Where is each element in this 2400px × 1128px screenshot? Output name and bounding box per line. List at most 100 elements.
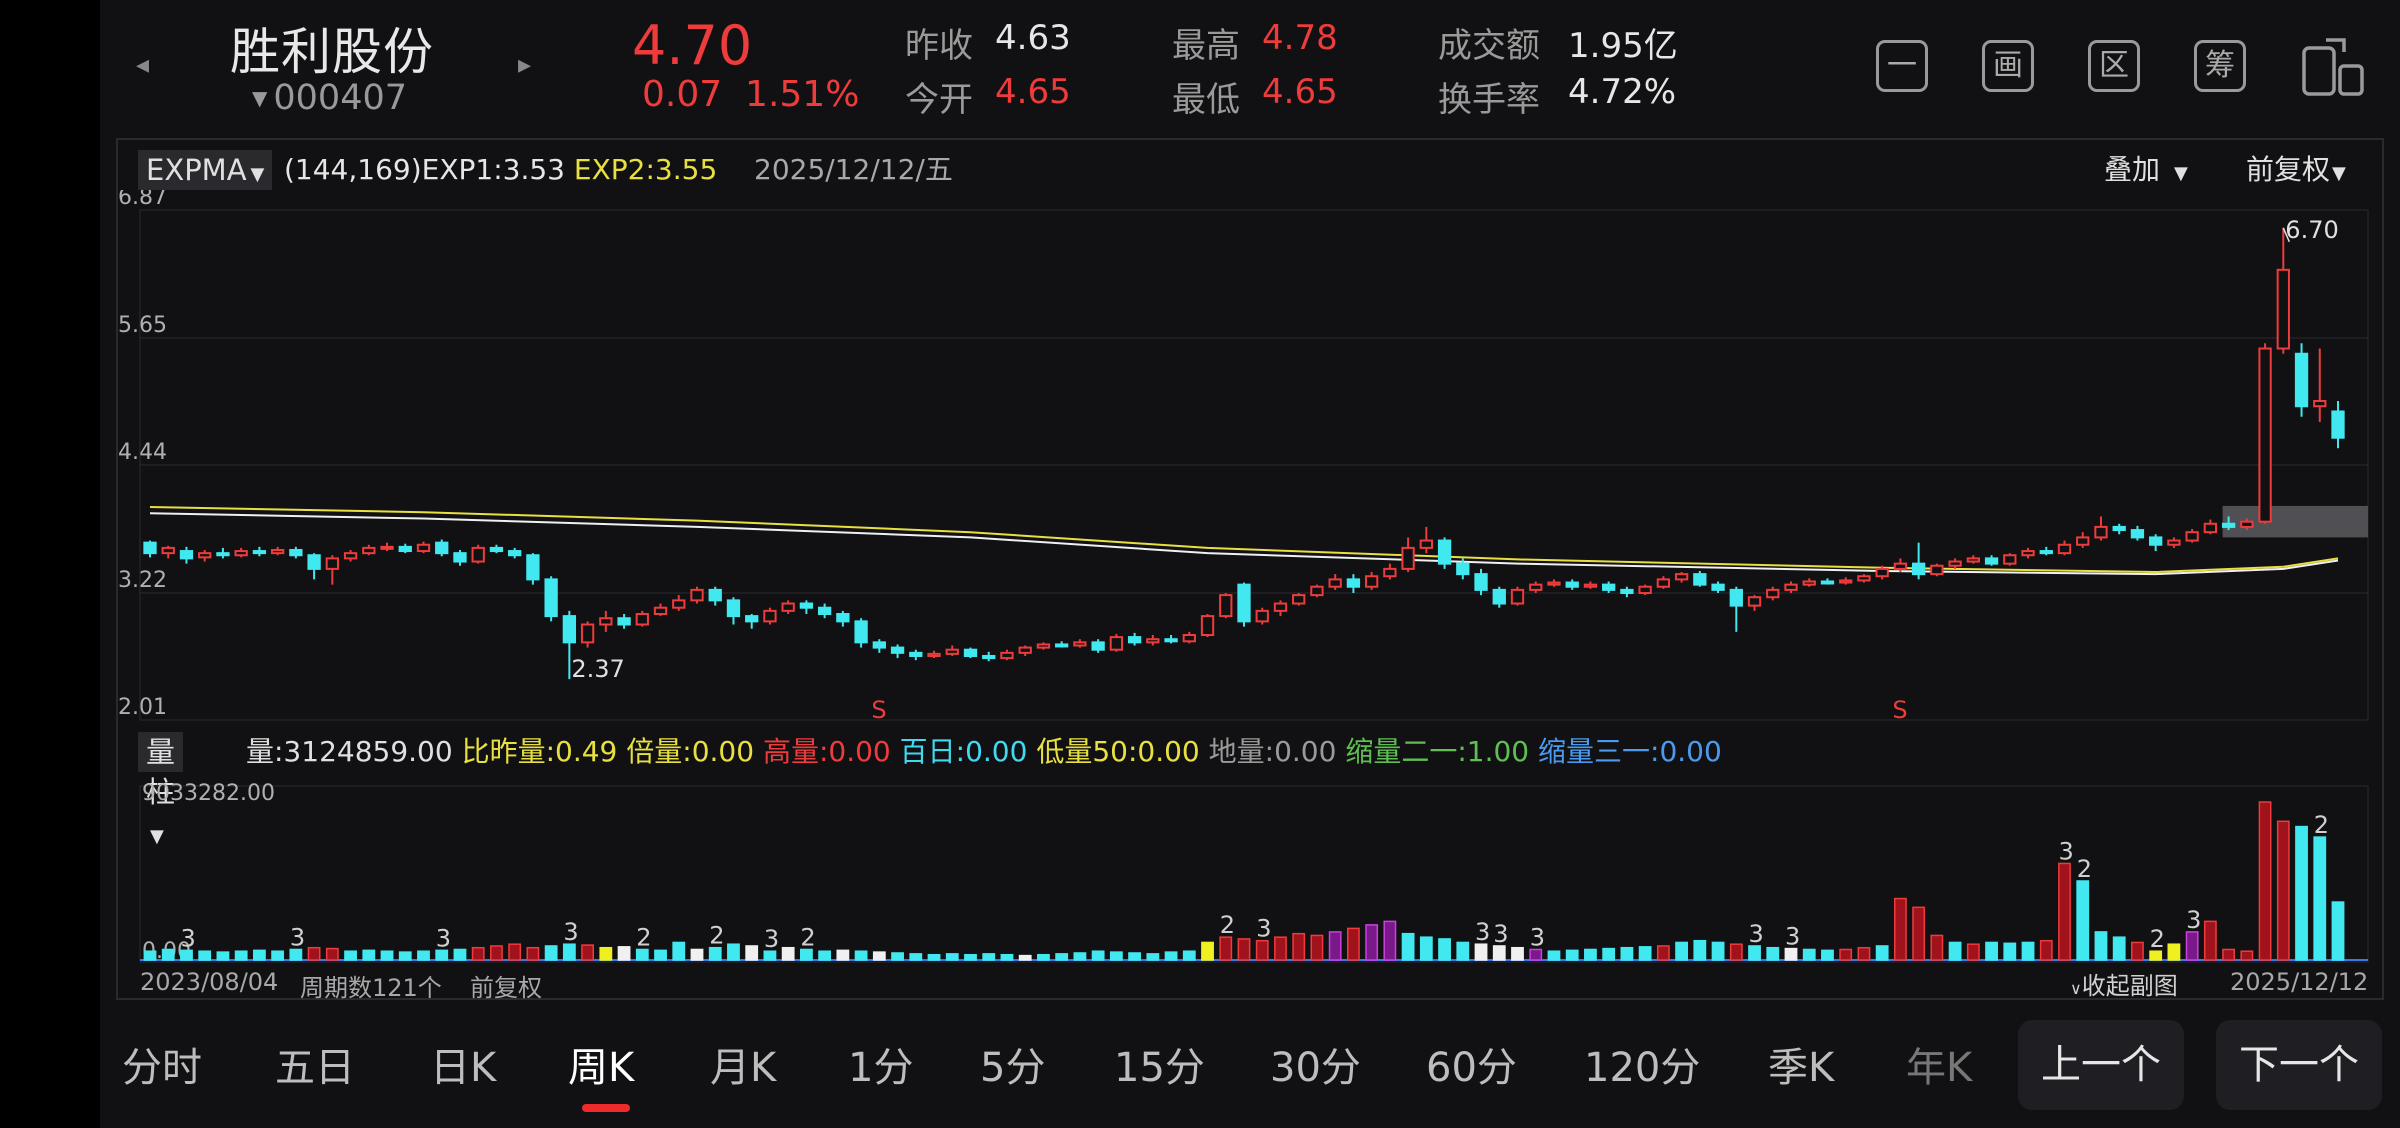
period-count: 周期数121个 [300, 974, 442, 1002]
sell-signal-marker: S [1892, 696, 1907, 724]
volume-bar [745, 945, 759, 961]
volume-bar [271, 950, 285, 961]
candle-body [1583, 583, 1598, 588]
candle-body [2203, 522, 2218, 534]
next-stock-arrow-icon[interactable]: ▸ [518, 50, 532, 80]
volume-bar [1766, 946, 1780, 961]
volume-bar [1711, 941, 1725, 961]
volume-bar [2112, 936, 2126, 961]
volume-bar [872, 951, 886, 961]
volume-bar [654, 949, 667, 961]
tab-15min[interactable]: 15分 [1114, 1045, 1205, 1091]
candle-body [890, 646, 905, 654]
volume-bar [325, 947, 339, 961]
tab-60min[interactable]: 60分 [1426, 1045, 1517, 1091]
volume-bar [1602, 947, 1616, 961]
candle-body [362, 546, 376, 555]
candle-body [1565, 581, 1579, 588]
tab-120min[interactable]: 120分 [1584, 1045, 1701, 1091]
tab-30min[interactable]: 30分 [1270, 1045, 1361, 1091]
volume-bar [2039, 939, 2053, 961]
volume-bar [2058, 862, 2071, 961]
next-button[interactable]: 下一个 [2216, 1020, 2382, 1110]
candle-body [2221, 522, 2236, 528]
volume-bar [1857, 946, 1871, 961]
tab-five-day[interactable]: 五日 [275, 1045, 355, 1091]
candle-body [1292, 594, 1306, 605]
adjust-selector[interactable]: 前复权 ▼ [2246, 148, 2346, 192]
volume-bar [1182, 950, 1196, 961]
volume-bar [1109, 951, 1123, 961]
candle-body [398, 545, 412, 553]
volume-bar [2331, 901, 2345, 961]
candle-body [1219, 594, 1233, 618]
ratio-value: 比昨量:0.49 [461, 735, 618, 768]
volume-bar [198, 950, 212, 961]
chip-icon[interactable]: 筹 [2194, 40, 2246, 92]
candle-body [289, 549, 303, 557]
volume-bar [344, 950, 357, 961]
max-price-label: 6.70 [2285, 216, 2338, 244]
volume-bar [1584, 948, 1597, 961]
volume-count-mark: 3 [180, 924, 195, 952]
tab-year-k[interactable]: 年K [1906, 1045, 1973, 1091]
volume-bar [2185, 931, 2199, 961]
indicator-selector[interactable]: EXPMA ▼ [138, 150, 273, 190]
overlay-label: 叠加 [2104, 153, 2161, 186]
volume-count-mark: 3 [2186, 906, 2201, 934]
tab-season-k[interactable]: 季K [1768, 1045, 1835, 1091]
volume-bar [2149, 950, 2163, 961]
collapse-subchart-button[interactable]: ∨收起副图 [2070, 966, 2178, 1001]
tab-day-k[interactable]: 日K [430, 1045, 497, 1091]
volume-selector[interactable]: 量柱 ▼ [138, 732, 184, 847]
stock-code[interactable]: ▼ 000407 [252, 78, 407, 118]
candle-body [635, 613, 649, 626]
volume-bar [307, 946, 321, 961]
tab-5min[interactable]: 5分 [980, 1045, 1046, 1091]
volume-max-label: 9033282.00 [142, 781, 275, 806]
volume-bar [2258, 801, 2272, 961]
prev-button[interactable]: 上一个 [2018, 1020, 2184, 1110]
candle-body [1820, 580, 1835, 585]
volume-bar [417, 950, 430, 961]
tab-1min[interactable]: 1分 [848, 1045, 914, 1091]
candle-body [2240, 520, 2254, 528]
candle-body [1911, 562, 1926, 576]
phone-switch-icon[interactable] [2296, 36, 2366, 98]
volume-values: 量:3124859.00 比昨量:0.49 倍量:0.00 高量:0.00 百日… [246, 730, 1722, 774]
tab-week-k[interactable]: 周K [568, 1045, 635, 1091]
candle-body [1474, 573, 1488, 591]
candle-body [2149, 536, 2163, 546]
tab-month-k[interactable]: 月K [710, 1045, 777, 1091]
prev-stock-arrow-icon[interactable]: ◂ [136, 50, 150, 80]
overlay-selector[interactable]: 叠加 ▼ [2104, 148, 2188, 192]
candle-body [1328, 578, 1342, 588]
volume-bar [672, 941, 686, 961]
volume-bar [1055, 953, 1069, 961]
volume-bar [362, 949, 376, 961]
picture-icon[interactable]: 画 [1982, 40, 2034, 92]
candlestick-chart[interactable]: 6.87 5.65 4.44 3.22 2.01 6.70 2.37 S S [116, 190, 2384, 730]
candle-body [270, 549, 285, 555]
plot-border [139, 209, 2369, 721]
collapse-chevron-icon: ∨ [2070, 979, 2082, 998]
candle-body [1893, 562, 1908, 570]
shrink31-value: 缩量三一:0.00 [1538, 735, 1722, 768]
candle-body [1091, 641, 1105, 651]
volume-bar [1547, 950, 1561, 961]
volume-bar [1237, 938, 1251, 961]
volume-bar [799, 948, 813, 961]
candle-body [2276, 268, 2290, 350]
indicator-values: (144,169)EXP1:3.53 EXP2:3.55 [284, 148, 717, 192]
volume-bar [1201, 941, 1214, 961]
volume-bar [1565, 949, 1579, 961]
volume-count-mark: 3 [436, 924, 451, 952]
zone-icon[interactable]: 区 [2088, 40, 2140, 92]
candle-body [617, 617, 631, 626]
min-price-label: 2.37 [571, 655, 624, 683]
volume-bar [1255, 939, 1269, 961]
minus-icon[interactable]: 一 [1876, 40, 1928, 92]
volume-bar [1966, 943, 1980, 961]
tab-intraday[interactable]: 分时 [122, 1045, 202, 1091]
